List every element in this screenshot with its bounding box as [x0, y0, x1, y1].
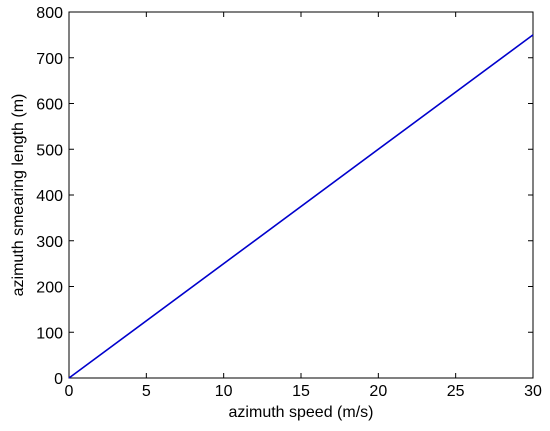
x-tick-label: 5 [142, 383, 151, 400]
x-tick-label: 30 [524, 383, 542, 400]
y-tick-label: 400 [36, 188, 63, 205]
y-tick-label: 600 [36, 97, 63, 114]
x-axis-ticks: 0 5 10 15 20 25 30 [65, 12, 542, 400]
plot-area: 0 5 10 15 20 25 30 0 100 200 300 400 500 600 700 800 [36, 5, 542, 400]
y-tick-label: 100 [36, 325, 63, 342]
x-tick-label: 10 [215, 383, 233, 400]
x-tick-label: 20 [369, 383, 387, 400]
series-line [68, 34, 534, 379]
y-tick-label: 700 [36, 51, 63, 68]
y-tick-label: 300 [36, 234, 63, 251]
y-tick-label: 200 [36, 280, 63, 297]
y-axis-ticks: 0 100 200 300 400 500 600 700 800 [36, 5, 533, 388]
x-axis-label: azimuth speed (m/s) [229, 404, 374, 421]
x-tick-label: 15 [292, 383, 310, 400]
y-tick-label: 0 [54, 371, 63, 388]
x-tick-label: 25 [447, 383, 465, 400]
y-tick-label: 500 [36, 142, 63, 159]
y-tick-label: 800 [36, 5, 63, 22]
series-layer [68, 34, 534, 379]
y-axis-label: azimuth smearing length (m) [10, 94, 27, 297]
x-tick-label: 0 [65, 383, 74, 400]
